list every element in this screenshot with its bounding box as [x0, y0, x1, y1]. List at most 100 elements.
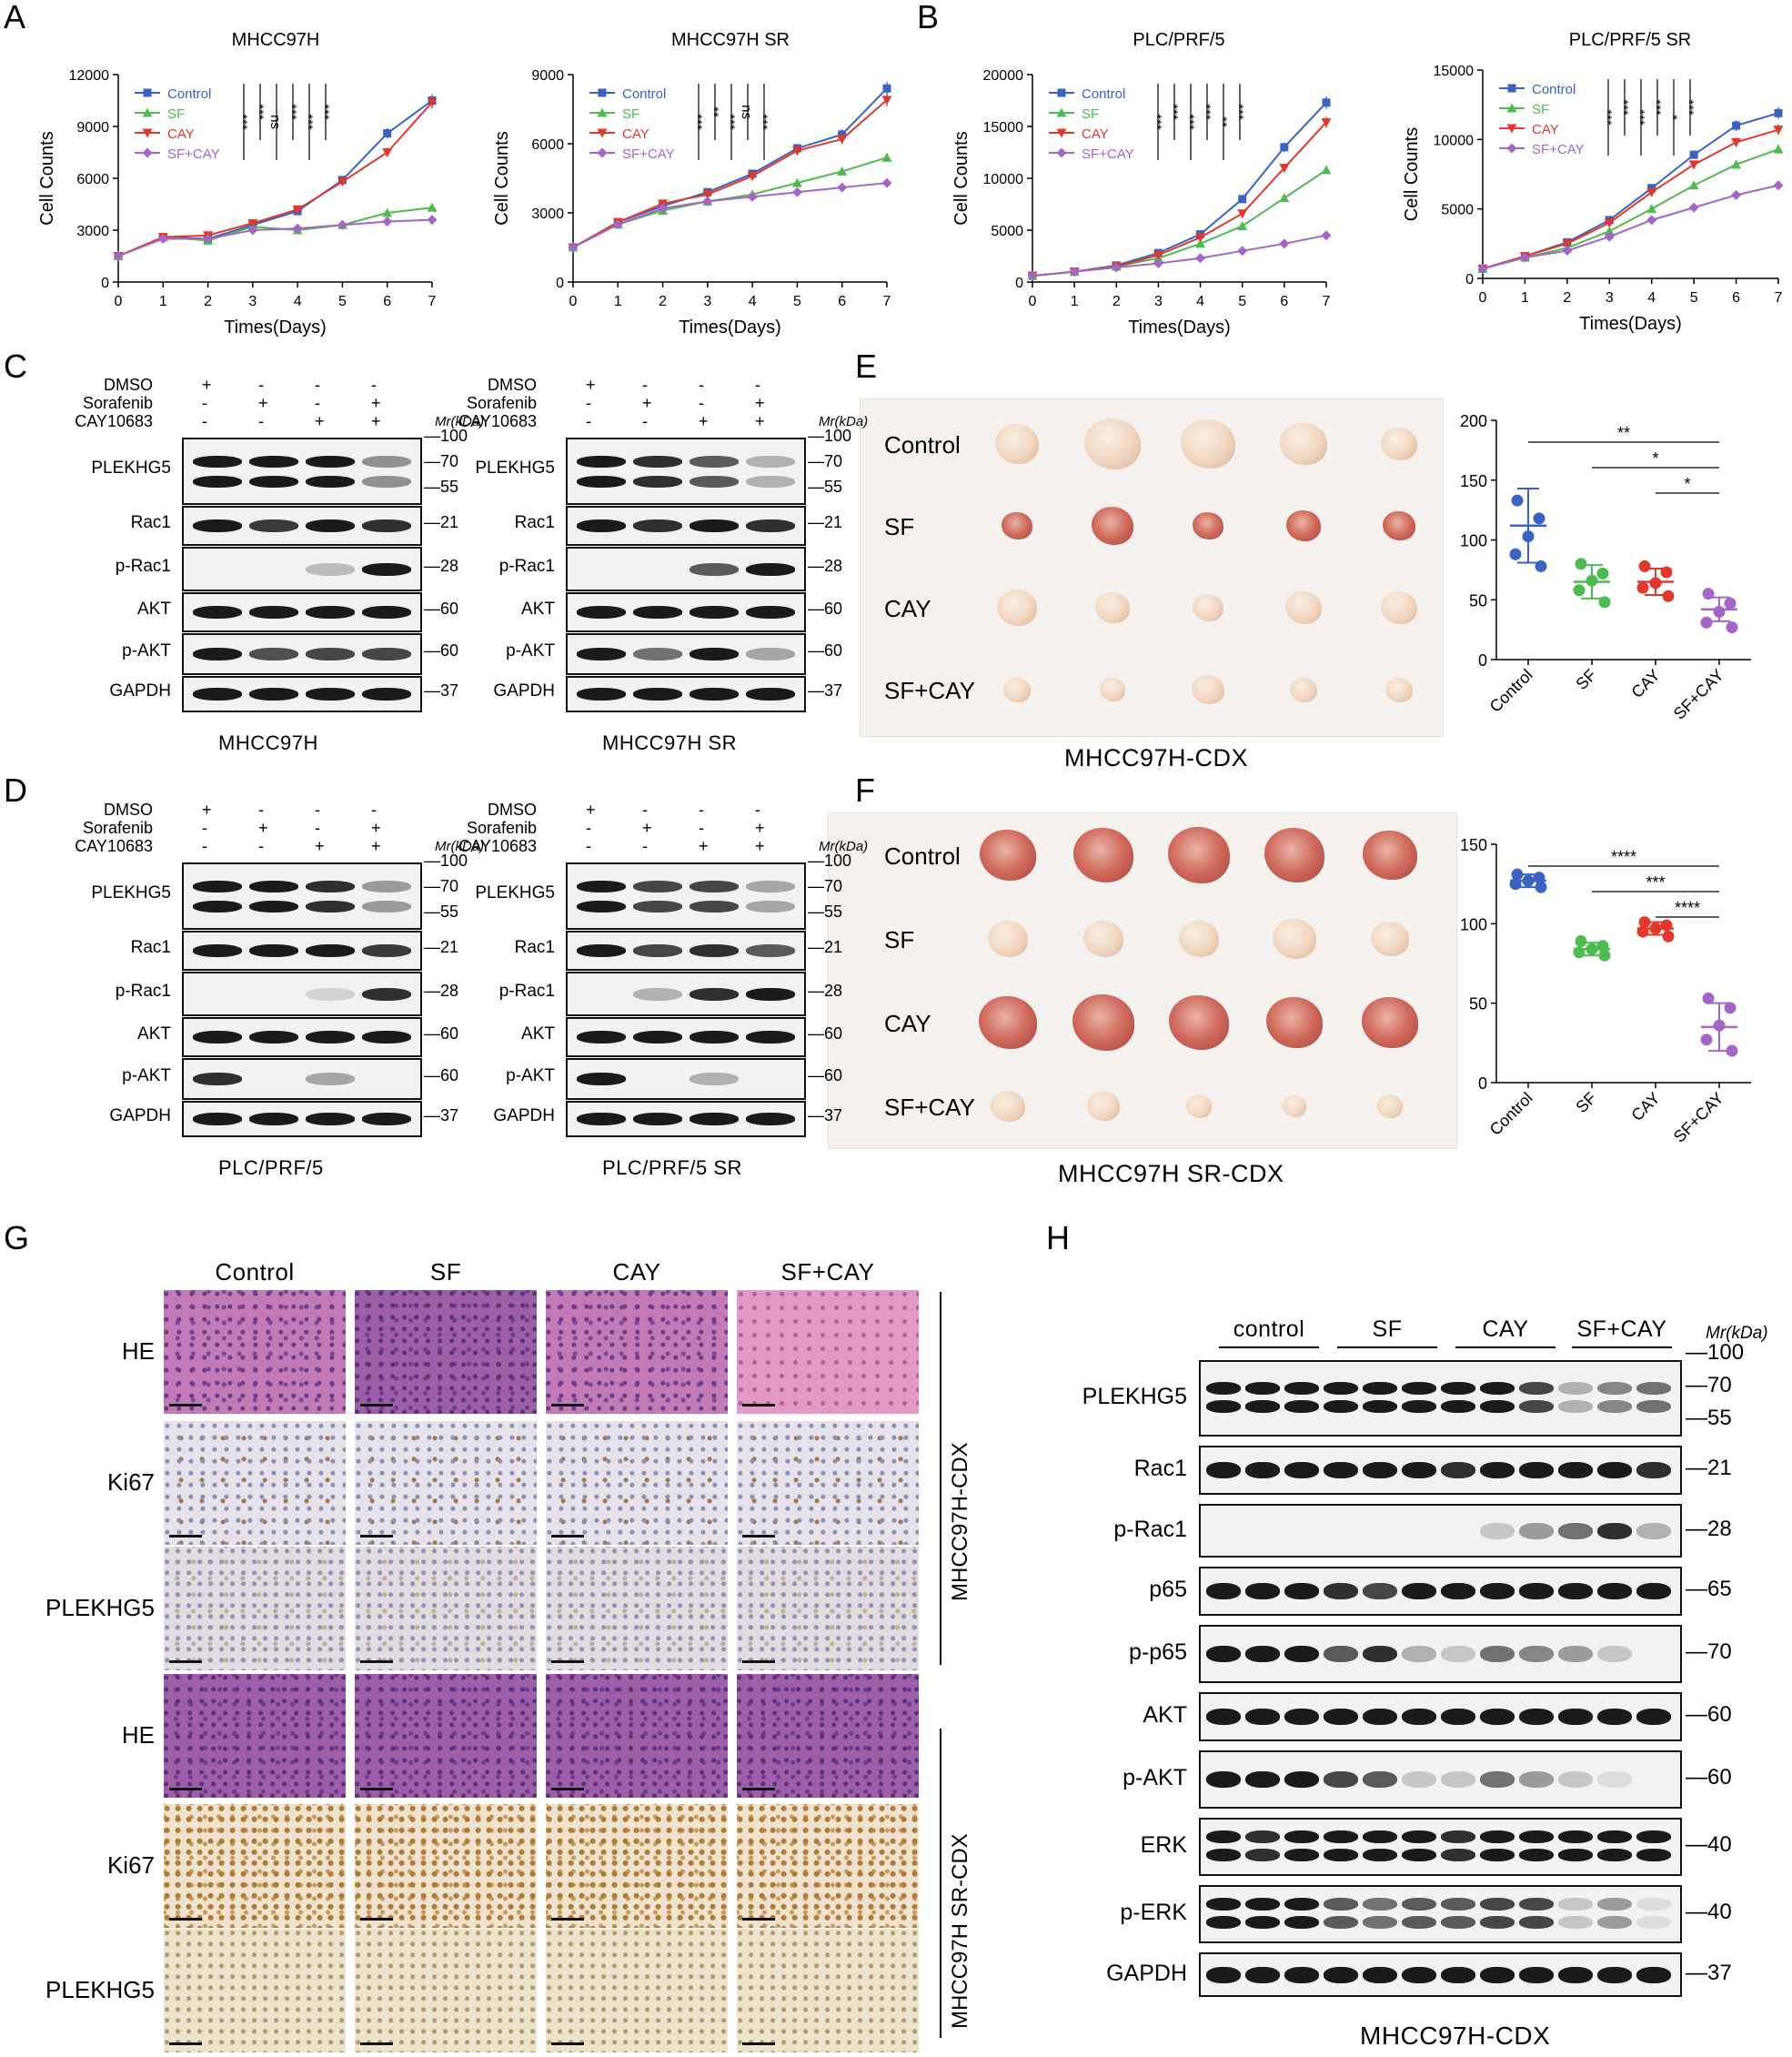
data-point	[1321, 230, 1332, 241]
y-tick-label: 0	[556, 276, 564, 291]
blot-row-label: Rac1	[514, 513, 555, 532]
treatment-label: DMSO	[104, 801, 153, 819]
scale-bar	[360, 1788, 393, 1790]
treatment-sign: -	[642, 376, 648, 394]
band	[1324, 1382, 1358, 1395]
scale-bar	[360, 2042, 393, 2045]
band	[746, 476, 795, 488]
data-point	[1726, 1044, 1738, 1057]
data-point	[1535, 881, 1547, 893]
legend-label: CAY	[167, 126, 195, 142]
band	[1324, 1849, 1358, 1861]
xenograft-row-label: Control	[884, 431, 961, 459]
data-point	[427, 215, 438, 226]
legend-marker	[1506, 124, 1517, 134]
data-point	[1604, 231, 1615, 242]
x-axis-label: Times(Days)	[1128, 318, 1231, 338]
sig-label: ***	[1646, 873, 1665, 892]
treatment-sign: -	[258, 376, 264, 394]
data-point	[1702, 588, 1715, 600]
panel-letter-f: F	[855, 771, 875, 809]
blot-h-group-line	[1337, 1346, 1437, 1348]
band	[362, 562, 411, 576]
scale-bar	[551, 1788, 584, 1790]
y-tick-label: 3000	[531, 207, 564, 222]
data-point	[837, 135, 848, 145]
data-point	[1646, 215, 1657, 226]
band	[1558, 1382, 1593, 1395]
panel-letter-b: B	[917, 0, 940, 35]
band	[690, 1031, 739, 1044]
data-point	[1237, 246, 1248, 257]
chart-title: MHCC97H	[232, 30, 320, 50]
band	[577, 688, 626, 701]
data-point	[1636, 581, 1649, 594]
x-tick-label: 7	[1775, 290, 1783, 306]
x-tick-label: SF	[1572, 1089, 1599, 1116]
band	[1206, 1771, 1241, 1788]
treatment-sign: -	[699, 801, 704, 819]
ihc-image	[164, 1421, 346, 1545]
sig-label: ***	[235, 114, 250, 130]
blot-h-mw-marker: —55	[1686, 1406, 1732, 1430]
y-axis-label: Cell Counts	[37, 131, 57, 225]
sig-label: ***	[317, 104, 332, 120]
sig-label: ***	[690, 114, 705, 130]
data-point	[1731, 137, 1742, 147]
data-point	[1279, 238, 1290, 249]
x-tick-label: Control	[1486, 1089, 1536, 1139]
band	[249, 648, 298, 660]
legend-marker	[1506, 143, 1517, 154]
band	[193, 456, 242, 468]
band	[1597, 1849, 1632, 1861]
band	[193, 1073, 242, 1085]
treatment-sign: +	[258, 819, 268, 837]
band	[362, 901, 411, 913]
band	[1206, 1583, 1241, 1599]
band	[1363, 1709, 1397, 1725]
band	[1480, 1898, 1515, 1911]
band	[362, 648, 411, 660]
band	[1597, 1646, 1632, 1662]
band	[306, 562, 355, 576]
blot-h-row-label: p-p65	[1129, 1639, 1187, 1665]
blot-h-mw-marker: —60	[1686, 1702, 1732, 1727]
sig-label: *	[1665, 115, 1680, 120]
sig-label: ***	[1632, 109, 1647, 126]
mw-marker: —100	[808, 427, 852, 445]
treatment-sign: -	[258, 837, 264, 855]
data-point	[1237, 209, 1248, 219]
y-tick-label: 15000	[983, 120, 1024, 136]
sig-label: ***	[1149, 114, 1164, 130]
band	[1324, 1646, 1358, 1662]
band	[633, 944, 682, 957]
x-tick-label: 1	[159, 294, 167, 309]
data-point	[837, 182, 848, 193]
mw-header: Mr(kDa)	[819, 414, 869, 429]
band	[193, 648, 242, 660]
blot-strip	[182, 438, 422, 505]
data-point	[1773, 180, 1784, 191]
band	[1597, 1830, 1632, 1843]
band	[690, 1073, 739, 1085]
band	[1284, 1916, 1319, 1929]
data-point	[1700, 616, 1713, 629]
band	[633, 648, 682, 660]
treatment-label: CAY10683	[458, 837, 537, 855]
band	[1206, 1830, 1241, 1843]
tumor	[1169, 995, 1229, 1050]
blot-h-row-label: PLEKHG5	[1082, 1384, 1187, 1409]
data-point	[1688, 202, 1699, 213]
ihc-image	[355, 1929, 537, 2052]
data-point	[1773, 144, 1784, 154]
sig-label: ***	[251, 104, 267, 120]
blot-strip	[566, 676, 806, 712]
treatment-sign: -	[699, 819, 704, 837]
data-point	[1562, 239, 1573, 249]
band	[577, 881, 626, 892]
treatment-sign: -	[699, 394, 704, 412]
blot-row-label: PLEKHG5	[91, 459, 171, 478]
data-point	[383, 129, 392, 138]
band	[1519, 1462, 1554, 1478]
data-point	[837, 166, 848, 176]
